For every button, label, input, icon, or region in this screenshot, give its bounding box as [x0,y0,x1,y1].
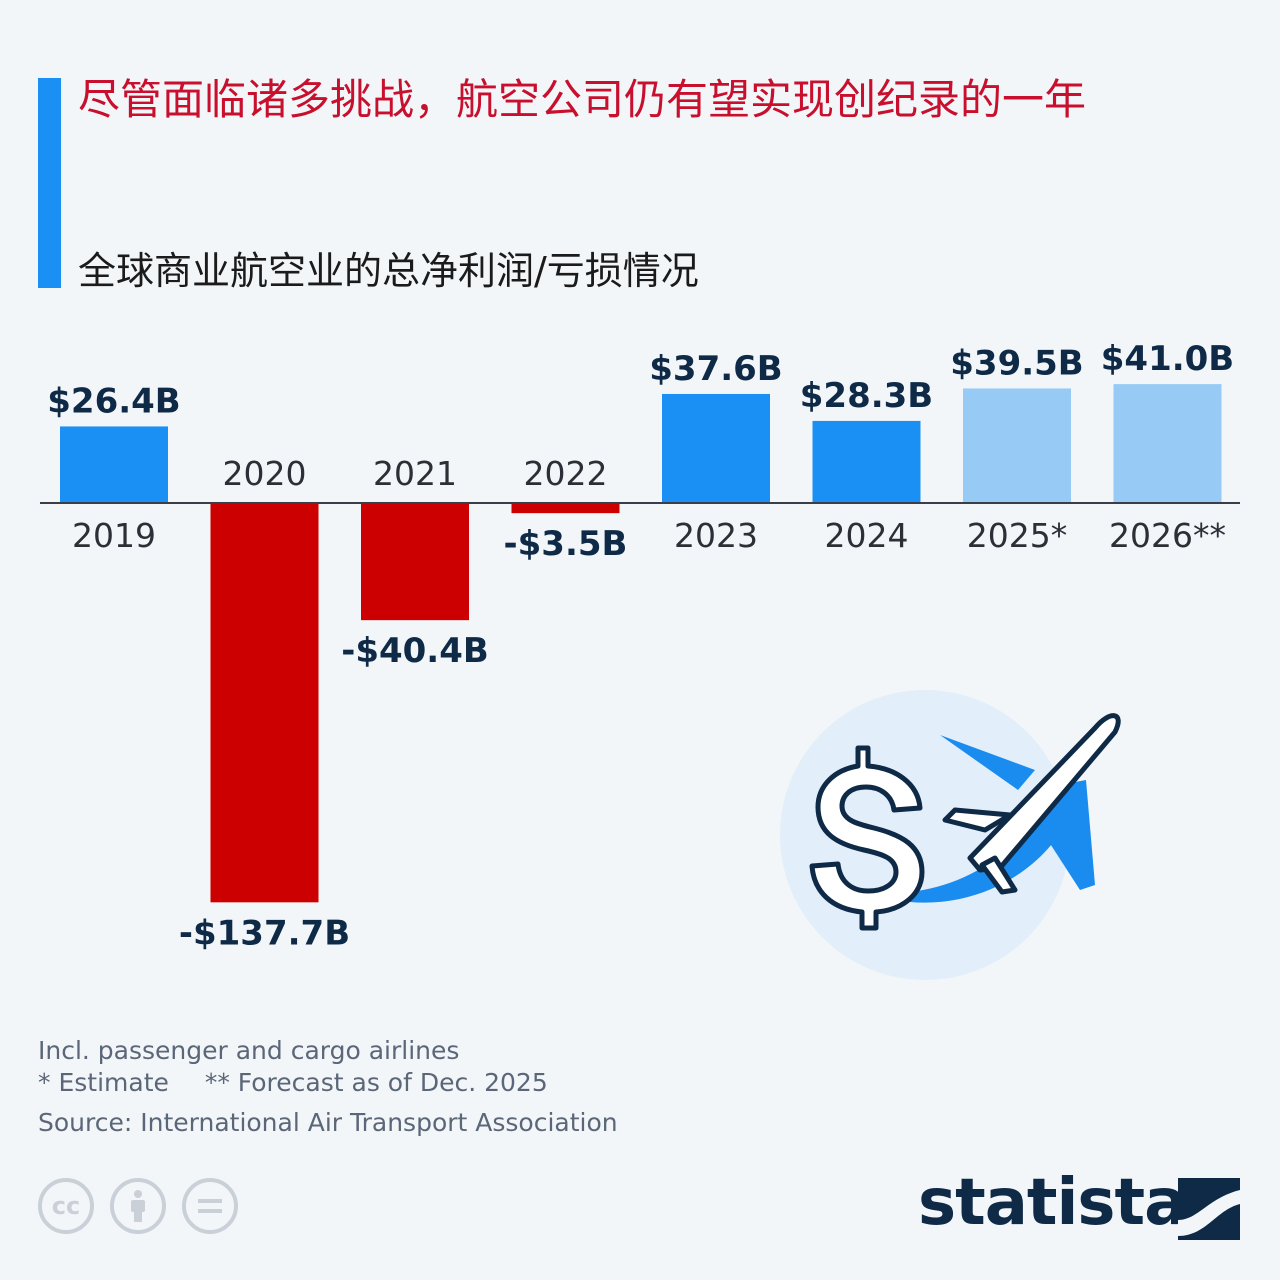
footnote-forecast: ** Forecast as of Dec. 2025 [204,1068,548,1097]
bar-1 [60,426,168,503]
value-label-4: -$3.5B [504,524,628,564]
no-derivatives-icon[interactable] [182,1178,238,1234]
category-label-1: 2019 [72,516,156,555]
footnote-estimate: * Estimate [38,1068,169,1097]
category-label-3: 2021 [373,454,457,493]
footnote-markers: * Estimate ** Forecast as of Dec. 2025 [38,1068,576,1097]
bar-8 [1113,384,1222,503]
dollar-airplane-illustration [780,690,1121,980]
bar-6 [812,420,921,503]
cc-icon[interactable]: cc [38,1178,94,1234]
title-accent-bar [38,78,61,288]
source-note: Source: International Air Transport Asso… [38,1108,618,1137]
category-label-6: 2024 [825,516,909,555]
value-label-2: -$137.7B [179,913,350,953]
dollar-icon [809,745,925,931]
category-label-5: 2023 [674,516,758,555]
bar-3 [361,503,469,621]
value-label-3: -$40.4B [341,631,489,671]
category-label-4: 2022 [524,454,608,493]
statista-mark-icon [1178,1178,1240,1240]
category-label-7: 2025* [967,516,1067,555]
category-label-2: 2020 [223,454,307,493]
bar-4 [511,503,620,514]
value-label-7: $39.5B [950,343,1083,383]
category-label-8: 2026** [1109,516,1226,555]
bar-chart: $26.4B 2019 -$137.7B 2020 -$40.4B 2021 -$3.5B 2… [40,339,1240,953]
value-label-8: $41.0B [1101,339,1234,379]
airplane-icon [940,713,1121,895]
value-label-5: $37.6B [649,349,782,389]
attribution-icon[interactable] [110,1178,166,1234]
license-icons: cc [38,1178,238,1234]
chart-title: 尽管面临诸多挑战，航空公司仍有望实现创纪录的一年 [78,75,1087,124]
footnote-scope: Incl. passenger and cargo airlines [38,1036,460,1065]
bar-2 [210,503,319,903]
value-label-1: $26.4B [47,381,180,421]
chart-subtitle: 全球商业航空业的总净利润/亏损情况 [78,249,699,293]
bar-7 [963,388,1071,503]
statista-logo[interactable]: statista [918,1166,1187,1240]
bar-5 [662,393,770,503]
value-label-6: $28.3B [800,376,933,416]
